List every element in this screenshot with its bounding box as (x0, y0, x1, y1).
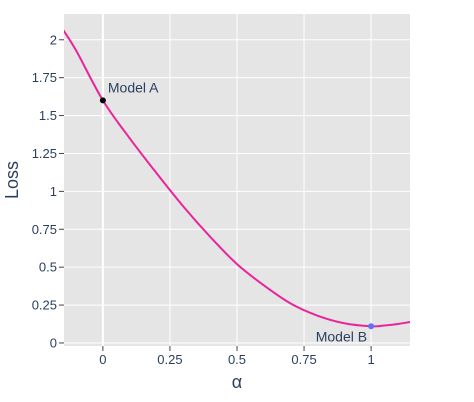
x-axis-title: α (232, 372, 242, 392)
y-tick-label: 1.25 (32, 146, 57, 161)
y-tick-label: 0.5 (39, 260, 57, 275)
y-tick-label: 1 (50, 184, 57, 199)
y-tick-label: 2 (50, 32, 57, 47)
series-layer (64, 29, 410, 328)
x-tick-label: 0 (99, 352, 106, 367)
model-b-point (368, 323, 375, 330)
x-tick-label: 0.5 (228, 352, 246, 367)
y-axis-ticks: 0 0.25 0.5 0.75 1 1.25 1.5 1.75 2 (32, 32, 64, 350)
y-tick-label: 0.75 (32, 222, 57, 237)
grid-lines (64, 14, 410, 346)
x-tick-label: 1 (367, 352, 374, 367)
x-tick-label: 0.25 (157, 352, 182, 367)
model-a-label: Model A (108, 79, 159, 95)
y-tick-label: 0.25 (32, 298, 57, 313)
loss-curve (64, 29, 410, 328)
y-axis-title: Loss (2, 161, 22, 199)
model-a-point (99, 97, 106, 104)
y-tick-label: 1.5 (39, 108, 57, 123)
y-tick-label: 1.75 (32, 70, 57, 85)
points-layer: Model A Model B (99, 79, 375, 344)
x-tick-label: 0.75 (291, 352, 316, 367)
y-tick-label: 0 (50, 335, 57, 350)
model-b-label: Model B (316, 328, 367, 344)
x-axis-ticks: 0 0.25 0.5 0.75 1 (99, 346, 375, 367)
